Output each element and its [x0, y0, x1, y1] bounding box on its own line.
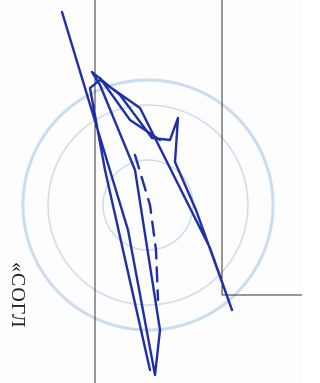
page: «СОГЛ (() => { const data = JSON.parse(d…	[0, 0, 302, 383]
side-text: «СОГЛ	[7, 262, 29, 328]
scan: «СОГЛ	[0, 0, 302, 383]
paper	[0, 0, 302, 383]
